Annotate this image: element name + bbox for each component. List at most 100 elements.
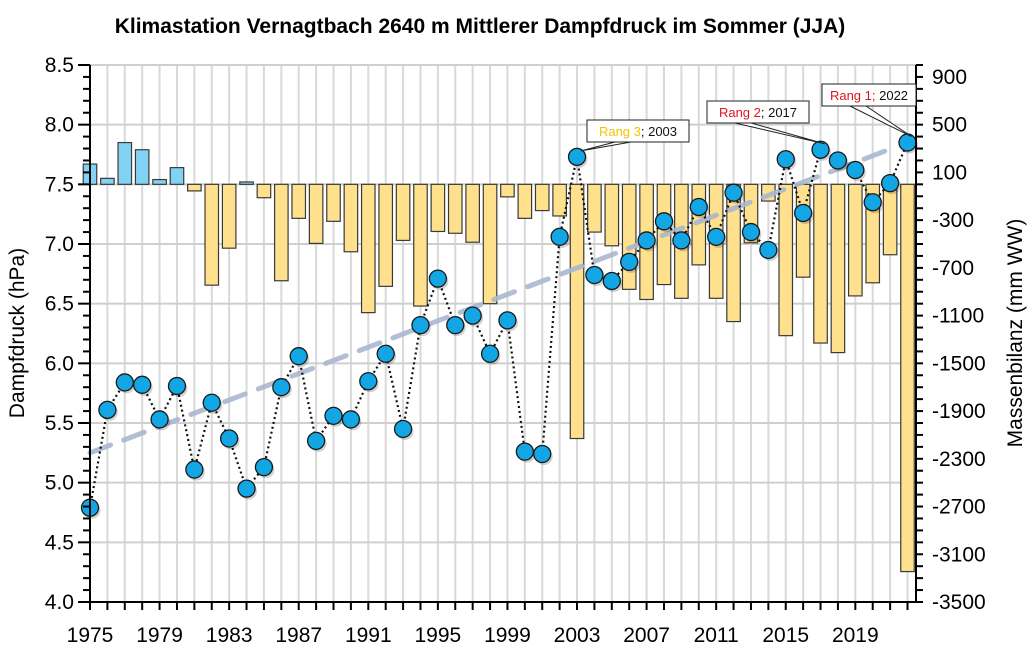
- mass-balance-bar: [239, 181, 254, 185]
- mass-balance-bar: [500, 183, 515, 198]
- mass-balance-bar: [587, 183, 602, 233]
- left-tick-label: 5.5: [45, 412, 74, 435]
- x-tick-label: 1999: [484, 624, 531, 647]
- mass-balance-bar: [291, 183, 307, 219]
- vapor-pressure-marker: [359, 372, 378, 391]
- right-tick-label: -3500: [932, 591, 986, 614]
- axes: 4.0 4.5 5.0 5.5 6.0 6.5 7.0 7.5 8.0 8.5 900 500 100 -…: [45, 54, 986, 647]
- mass-balance-bar: [204, 183, 220, 286]
- mass-balance-bar: [778, 183, 794, 337]
- x-tick-label: 1995: [415, 624, 462, 647]
- chart-title: Klimastation Vernagtbach 2640 m Mittlere…: [115, 15, 846, 38]
- vapor-pressure-marker: [898, 133, 917, 152]
- left-tick-label: 4.5: [45, 531, 74, 554]
- vapor-pressure-marker: [828, 151, 848, 170]
- mass-balance-bar: [604, 183, 620, 247]
- vapor-pressure-marker: [811, 140, 830, 159]
- vapor-pressure-marker: [707, 227, 726, 246]
- mass-balance-bar: [256, 183, 272, 199]
- trend-line: [87, 147, 890, 456]
- mass-balance-bar: [326, 183, 341, 222]
- callout-2003: Rang 3; 2003: [580, 119, 690, 152]
- vapor-pressure-marker: [289, 347, 308, 366]
- vapor-pressure-marker: [463, 306, 482, 325]
- right-tick-label: 900: [932, 66, 967, 89]
- left-axis-title: Dampfdruck (hPa): [6, 248, 29, 418]
- callout-box: [706, 100, 810, 124]
- right-tick-label: -2300: [932, 448, 986, 471]
- vapor-pressure-marker: [793, 203, 813, 223]
- right-tick-label: 500: [932, 114, 967, 137]
- left-tick-label: 6.0: [45, 352, 74, 375]
- mass-balance-bar: [221, 183, 237, 249]
- vapor-pressure-marker: [185, 460, 204, 479]
- x-tick-label: 1991: [345, 624, 392, 647]
- vapor-pressure-marker: [202, 393, 221, 412]
- vapor-pressure-marker: [620, 252, 639, 272]
- rank-callouts: Rang 3; 2003 Rang 2; 2017 Rang 1; 2022: [580, 83, 917, 152]
- mass-balance-bar: [187, 183, 202, 192]
- callout-year: 2022: [876, 88, 909, 103]
- mass-balance-bar: [152, 178, 167, 185]
- x-tick-label: 2007: [623, 624, 670, 647]
- vapor-pressure-marker: [254, 458, 274, 477]
- x-tick-label: 1979: [136, 624, 183, 647]
- mass-balance-bar: [117, 141, 133, 185]
- mass-balance-bar: [395, 183, 411, 242]
- vapor-pressure-marker: [411, 315, 430, 335]
- vapor-pressure-marker: [498, 311, 517, 330]
- callout-pointer: [734, 122, 825, 145]
- vapor-pressure-marker: [480, 344, 500, 363]
- mass-balance-bar: [621, 183, 637, 290]
- mass-balance-bar: [273, 183, 289, 282]
- x-tick-label: 1987: [275, 624, 322, 647]
- vapor-pressure-marker: [237, 479, 256, 498]
- mass-balance-bar: [100, 177, 115, 185]
- left-tick-label: 7.5: [45, 173, 74, 196]
- vapor-pressure-marker: [672, 231, 691, 250]
- left-tick-label: 7.0: [45, 233, 74, 256]
- vapor-pressure-marker: [602, 271, 621, 291]
- vapor-pressure-marker: [880, 173, 900, 193]
- left-tick-label: 5.0: [45, 472, 74, 495]
- vapor-pressure-marker: [150, 410, 169, 429]
- x-tick-label: 2011: [694, 624, 739, 647]
- callout-pointer: [580, 141, 632, 152]
- callout-rank: Rang 2: [719, 105, 761, 120]
- right-tick-label: -1100: [932, 305, 984, 328]
- callout-year: ; 2003: [641, 124, 677, 139]
- callout-label: Rang 2; 2017: [719, 105, 797, 120]
- mass-balance-bar: [378, 183, 394, 287]
- mass-balance-bar: [813, 183, 828, 344]
- mass-balance-bar: [360, 183, 376, 314]
- mass-balance-bar: [830, 183, 846, 354]
- left-tick-label: 6.5: [45, 293, 74, 316]
- vapor-pressure-marker: [585, 265, 604, 285]
- vapor-pressure-marker: [741, 222, 761, 242]
- mass-balance-bar: [343, 183, 359, 253]
- left-tick-label: 8.0: [45, 114, 74, 137]
- right-tick-label: -2700: [932, 496, 986, 519]
- vapor-pressure-marker: [167, 376, 187, 396]
- vapor-pressure-marker: [759, 240, 778, 260]
- left-tick-label: 8.5: [45, 54, 74, 77]
- mass-balance-bar: [882, 183, 898, 256]
- vapor-pressure-marker: [846, 160, 865, 180]
- vapor-pressure-marker: [689, 197, 708, 217]
- callout-label: Rang 1; 2022: [830, 88, 908, 103]
- vapor-pressure-marker: [98, 400, 117, 420]
- vapor-pressure-marker: [724, 183, 743, 202]
- mass-balance-bar: [795, 183, 811, 278]
- callout-rank: Rang 3: [599, 124, 641, 139]
- vapor-pressure-marker: [376, 344, 395, 363]
- callout-box: [821, 83, 917, 107]
- right-tick-label: -300: [932, 209, 974, 232]
- left-tick-label: 4.0: [45, 591, 74, 614]
- vapor-pressure-marker: [219, 429, 239, 448]
- mass-balance-bar: [517, 183, 533, 219]
- vapor-pressure-marker: [515, 442, 534, 461]
- callout-year: ; 2017: [761, 105, 797, 120]
- mass-balance-bar: [847, 183, 863, 297]
- vapor-pressure-marker: [272, 378, 291, 397]
